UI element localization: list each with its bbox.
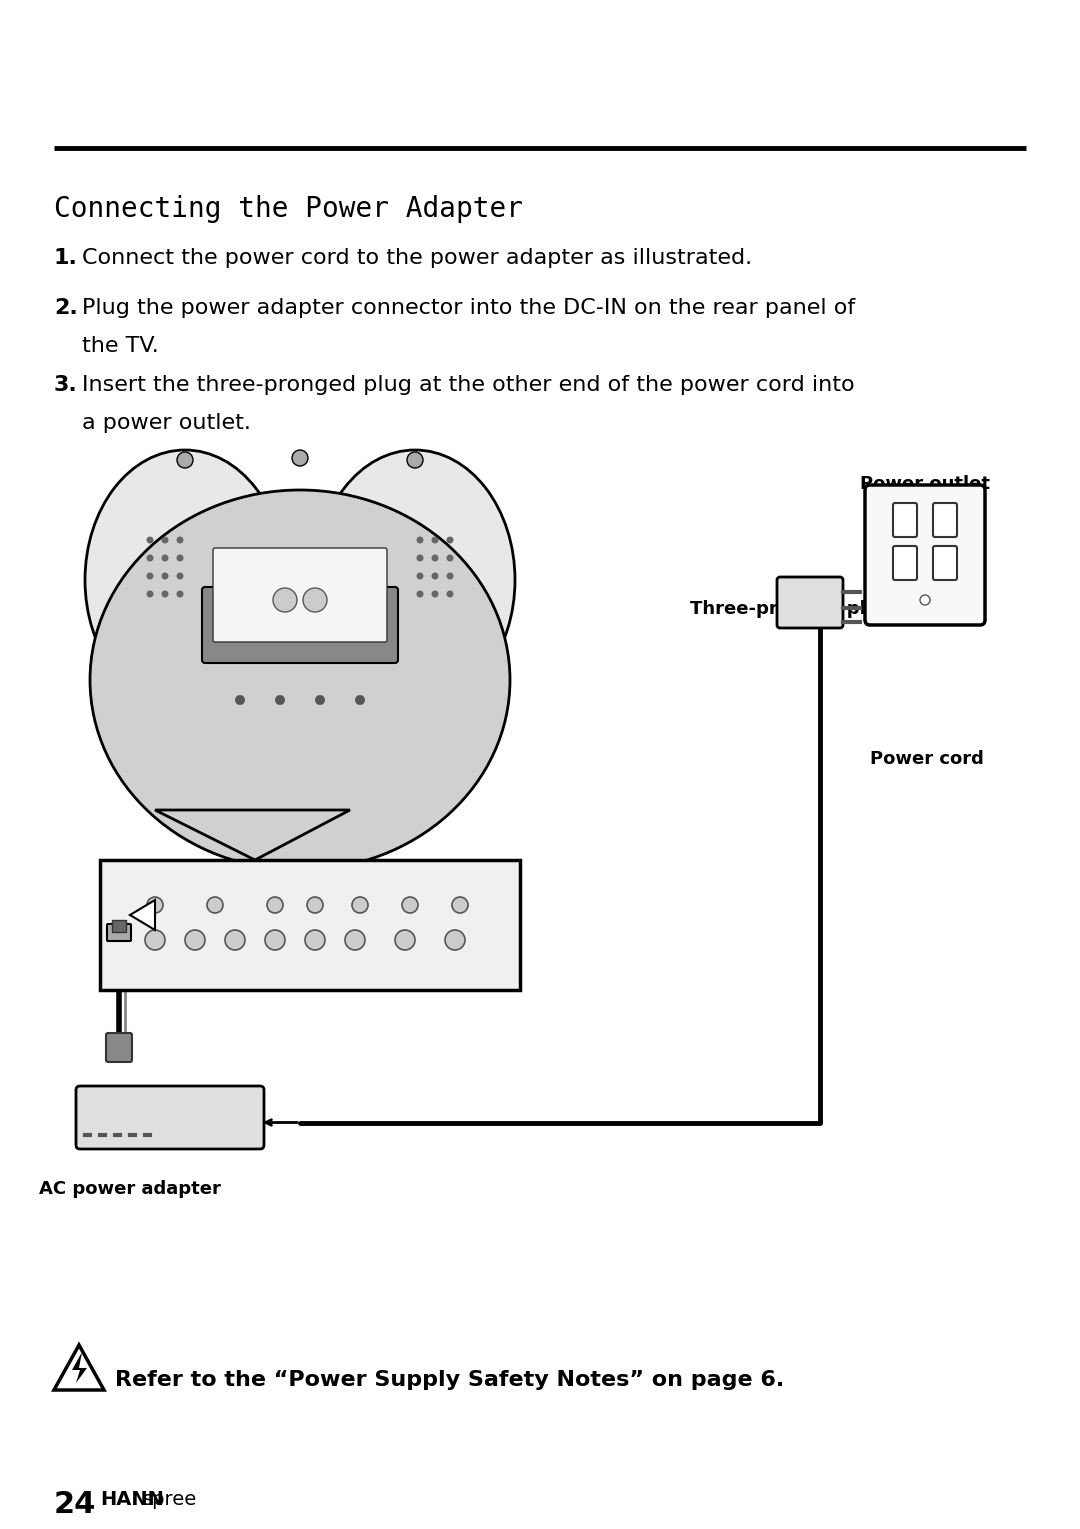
- Circle shape: [207, 898, 222, 913]
- Circle shape: [446, 555, 454, 561]
- FancyBboxPatch shape: [777, 576, 843, 628]
- Circle shape: [432, 572, 438, 579]
- Circle shape: [352, 898, 368, 913]
- Circle shape: [147, 898, 163, 913]
- Text: 2.: 2.: [54, 298, 78, 318]
- Text: 24: 24: [54, 1489, 96, 1518]
- Circle shape: [275, 696, 285, 705]
- FancyBboxPatch shape: [202, 587, 399, 664]
- Circle shape: [162, 555, 168, 561]
- Circle shape: [147, 590, 153, 598]
- Text: HANN: HANN: [100, 1489, 164, 1509]
- Circle shape: [177, 453, 193, 468]
- FancyBboxPatch shape: [893, 503, 917, 537]
- Circle shape: [395, 930, 415, 950]
- FancyBboxPatch shape: [76, 1086, 264, 1148]
- Circle shape: [162, 590, 168, 598]
- Circle shape: [446, 572, 454, 579]
- Ellipse shape: [85, 450, 285, 709]
- Circle shape: [225, 930, 245, 950]
- Circle shape: [402, 898, 418, 913]
- Bar: [112, 920, 126, 933]
- Circle shape: [453, 898, 468, 913]
- FancyBboxPatch shape: [107, 924, 131, 940]
- Circle shape: [176, 572, 184, 579]
- Circle shape: [446, 590, 454, 598]
- Circle shape: [417, 555, 423, 561]
- Text: Connect the power cord to the power adapter as illustrated.: Connect the power cord to the power adap…: [82, 248, 752, 268]
- Text: Power outlet: Power outlet: [860, 476, 990, 492]
- FancyBboxPatch shape: [933, 503, 957, 537]
- Circle shape: [265, 930, 285, 950]
- FancyBboxPatch shape: [865, 485, 985, 625]
- Circle shape: [176, 590, 184, 598]
- Circle shape: [445, 930, 465, 950]
- Polygon shape: [72, 1352, 87, 1384]
- Circle shape: [920, 595, 930, 605]
- Circle shape: [235, 696, 245, 705]
- Circle shape: [145, 930, 165, 950]
- Circle shape: [432, 537, 438, 543]
- Circle shape: [432, 590, 438, 598]
- Circle shape: [185, 930, 205, 950]
- Text: DC-IN: DC-IN: [185, 907, 243, 924]
- Text: 3.: 3.: [54, 375, 78, 394]
- Text: Three-pronged plug: Three-pronged plug: [690, 599, 891, 618]
- Circle shape: [267, 898, 283, 913]
- FancyBboxPatch shape: [893, 546, 917, 579]
- Text: the TV.: the TV.: [82, 336, 159, 356]
- Circle shape: [355, 696, 365, 705]
- Circle shape: [417, 590, 423, 598]
- Bar: [100, 859, 519, 989]
- Circle shape: [273, 589, 297, 612]
- Circle shape: [307, 898, 323, 913]
- FancyBboxPatch shape: [106, 1034, 132, 1063]
- Text: Power cord: Power cord: [870, 751, 984, 768]
- Ellipse shape: [315, 450, 515, 709]
- Text: spree: spree: [143, 1489, 198, 1509]
- Text: Connecting the Power Adapter: Connecting the Power Adapter: [54, 196, 523, 223]
- Circle shape: [417, 537, 423, 543]
- Circle shape: [147, 555, 153, 561]
- Text: AC power adapter: AC power adapter: [39, 1180, 221, 1199]
- Circle shape: [432, 555, 438, 561]
- Text: Refer to the “Power Supply Safety Notes” on page 6.: Refer to the “Power Supply Safety Notes”…: [114, 1370, 784, 1390]
- Circle shape: [446, 537, 454, 543]
- Circle shape: [305, 930, 325, 950]
- FancyBboxPatch shape: [933, 546, 957, 579]
- Circle shape: [345, 930, 365, 950]
- Circle shape: [162, 572, 168, 579]
- Circle shape: [147, 537, 153, 543]
- Circle shape: [303, 589, 327, 612]
- Circle shape: [315, 696, 325, 705]
- Circle shape: [292, 450, 308, 466]
- Polygon shape: [130, 901, 156, 930]
- Text: a power outlet.: a power outlet.: [82, 413, 251, 433]
- Text: Plug the power adapter connector into the DC-IN on the rear panel of: Plug the power adapter connector into th…: [82, 298, 855, 318]
- Text: Insert the three-pronged plug at the other end of the power cord into: Insert the three-pronged plug at the oth…: [82, 375, 854, 394]
- Ellipse shape: [90, 489, 510, 870]
- Circle shape: [176, 555, 184, 561]
- Polygon shape: [54, 1346, 104, 1390]
- Circle shape: [417, 572, 423, 579]
- FancyBboxPatch shape: [213, 547, 387, 642]
- Circle shape: [162, 537, 168, 543]
- Text: 1.: 1.: [54, 248, 78, 268]
- Circle shape: [407, 453, 423, 468]
- Circle shape: [176, 537, 184, 543]
- Circle shape: [147, 572, 153, 579]
